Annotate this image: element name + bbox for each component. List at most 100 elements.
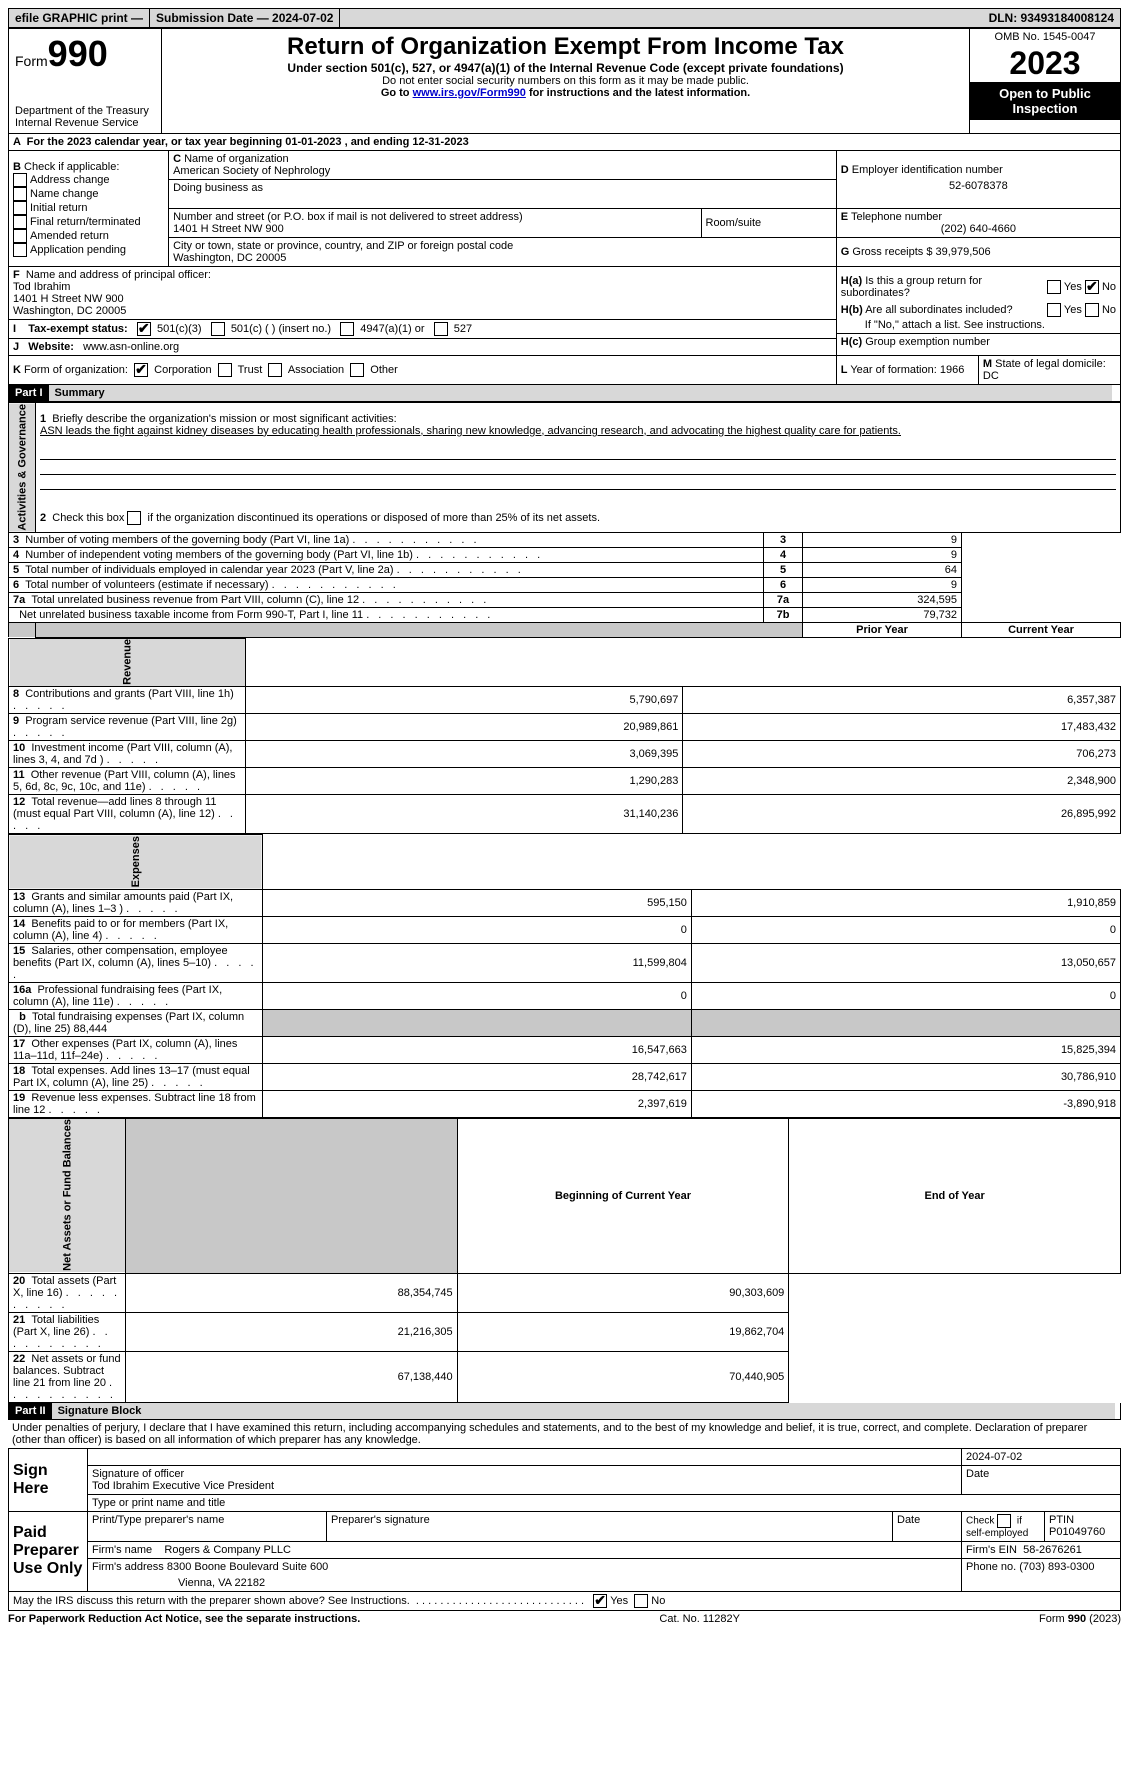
- hc-label: Group exemption number: [865, 336, 990, 348]
- summary-row: 20 Total assets (Part X, line 16) . . . …: [9, 1273, 1121, 1312]
- summary-row: 12 Total revenue—add lines 8 through 11 …: [9, 795, 1121, 834]
- summary-row: 14 Benefits paid to or for members (Part…: [9, 916, 1121, 943]
- cb-name-change[interactable]: [13, 187, 27, 201]
- form-number: 990: [48, 33, 108, 74]
- cb-discontinued[interactable]: [127, 511, 141, 525]
- cb-501c[interactable]: [211, 322, 225, 336]
- city-label: City or town, state or province, country…: [173, 240, 513, 252]
- hb-note: If "No," attach a list. See instructions…: [837, 319, 1120, 334]
- summary-table: Activities & Governance 1 Briefly descri…: [8, 402, 1121, 638]
- cb-527[interactable]: [434, 322, 448, 336]
- street-label: Number and street (or P.O. box if mail i…: [173, 211, 523, 223]
- open-public: Open to Public Inspection: [970, 82, 1120, 120]
- phone-label: Telephone number: [851, 211, 942, 223]
- cb-other[interactable]: [350, 363, 364, 377]
- officer-label: Name and address of principal officer:: [26, 269, 211, 281]
- tax-status-label: Tax-exempt status:: [28, 323, 127, 335]
- cb-hb-yes[interactable]: [1047, 303, 1061, 317]
- paid-preparer: Paid Preparer Use Only: [9, 1511, 88, 1591]
- summary-row: 4 Number of independent voting members o…: [9, 547, 1121, 562]
- org-name: American Society of Nephrology: [173, 165, 330, 177]
- cb-ha-yes[interactable]: [1047, 280, 1061, 294]
- gross-value: 39,979,506: [936, 246, 991, 258]
- cb-ha-no[interactable]: [1085, 280, 1099, 294]
- cb-4947[interactable]: [340, 322, 354, 336]
- firm-ein: 58-2676261: [1023, 1544, 1082, 1556]
- q1: Briefly describe the organization's miss…: [52, 413, 396, 425]
- perjury-statement: Under penalties of perjury, I declare th…: [8, 1420, 1121, 1448]
- info-table: B Check if applicable: Address change Na…: [8, 150, 1121, 385]
- col-current: Current Year: [962, 622, 1121, 637]
- summary-row: 19 Revenue less expenses. Subtract line …: [9, 1090, 1121, 1117]
- subtitle-1: Under section 501(c), 527, or 4947(a)(1)…: [168, 61, 963, 75]
- discuss-row: May the IRS discuss this return with the…: [8, 1592, 1121, 1611]
- header-table: Form990 Department of the Treasury Inter…: [8, 28, 1121, 134]
- summary-row: 8 Contributions and grants (Part VIII, l…: [9, 687, 1121, 714]
- sig-officer-label: Signature of officer: [92, 1468, 184, 1480]
- vlabel-exp: Expenses: [9, 835, 263, 889]
- summary-row: 21 Total liabilities (Part X, line 26) .…: [9, 1312, 1121, 1351]
- city-value: Washington, DC 20005: [173, 252, 286, 264]
- prep-name-label: Print/Type preparer's name: [88, 1511, 327, 1541]
- ptin-label: PTIN: [1049, 1514, 1074, 1526]
- irs-link[interactable]: www.irs.gov/Form990: [413, 87, 526, 99]
- signature-table: Sign Here 2024-07-02 Signature of office…: [8, 1448, 1121, 1592]
- firm-addr1: 8300 Boone Boulevard Suite 600: [167, 1561, 328, 1573]
- website-label: Website:: [28, 341, 74, 353]
- col-prior: Prior Year: [803, 622, 962, 637]
- cb-corp[interactable]: [134, 363, 148, 377]
- summary-row: 16a Professional fundraising fees (Part …: [9, 982, 1121, 1009]
- summary-row: 10 Investment income (Part VIII, column …: [9, 741, 1121, 768]
- firm-addr2: Vienna, VA 22182: [88, 1575, 962, 1592]
- room-label: Room/suite: [706, 217, 762, 229]
- officer-name: Tod Ibrahim: [13, 281, 70, 293]
- cb-trust[interactable]: [218, 363, 232, 377]
- year-formation-label: Year of formation:: [850, 364, 936, 376]
- cb-amended[interactable]: [13, 229, 27, 243]
- part1-header: Part ISummary: [8, 385, 1121, 402]
- cb-501c3[interactable]: [137, 322, 151, 336]
- omb-number: OMB No. 1545-0047: [970, 29, 1120, 45]
- cb-hb-no[interactable]: [1085, 303, 1099, 317]
- section-a: A For the 2023 calendar year, or tax yea…: [8, 134, 1121, 150]
- summary-row: 18 Total expenses. Add lines 13–17 (must…: [9, 1063, 1121, 1090]
- col-beginning: Beginning of Current Year: [457, 1118, 789, 1273]
- cb-final-return[interactable]: [13, 215, 27, 229]
- cb-initial-return[interactable]: [13, 201, 27, 215]
- netassets-table: Net Assets or Fund Balances Beginning of…: [8, 1118, 1121, 1403]
- cb-app-pending[interactable]: [13, 243, 27, 257]
- dba-label: Doing business as: [173, 182, 263, 194]
- sig-date: 2024-07-02: [962, 1448, 1121, 1465]
- firm-phone: (703) 893-0300: [1019, 1561, 1094, 1573]
- officer-sig-name: Tod Ibrahim Executive Vice President: [92, 1480, 274, 1492]
- cb-address-change[interactable]: [13, 173, 27, 187]
- sign-here: Sign Here: [9, 1448, 88, 1511]
- firm-addr-label: Firm's address: [92, 1561, 164, 1573]
- summary-row: 9 Program service revenue (Part VIII, li…: [9, 714, 1121, 741]
- phone-no-label: Phone no.: [966, 1561, 1016, 1573]
- form-org-label: Form of organization:: [24, 364, 128, 376]
- ptin-value: P01049760: [1049, 1526, 1105, 1538]
- summary-row: 17 Other expenses (Part IX, column (A), …: [9, 1036, 1121, 1063]
- date-label: Date: [893, 1511, 962, 1541]
- tax-year: 2023: [970, 45, 1120, 82]
- col-end: End of Year: [789, 1118, 1121, 1273]
- cb-assoc[interactable]: [268, 363, 282, 377]
- gross-label: Gross receipts $: [852, 246, 932, 258]
- domicile: DC: [983, 370, 999, 382]
- cb-self-employed[interactable]: [997, 1514, 1011, 1528]
- website-value: www.asn-online.org: [83, 341, 179, 353]
- summary-row: b Total fundraising expenses (Part IX, c…: [9, 1009, 1121, 1036]
- vlabel-net: Net Assets or Fund Balances: [9, 1118, 126, 1273]
- dln: DLN: 93493184008124: [983, 9, 1120, 27]
- hb-label: Are all subordinates included?: [865, 304, 1012, 316]
- cb-discuss-no[interactable]: [634, 1594, 648, 1608]
- firm-name-label: Firm's name: [92, 1544, 152, 1556]
- expense-table: Expenses 13 Grants and similar amounts p…: [8, 834, 1121, 1117]
- cb-discuss-yes[interactable]: [593, 1594, 607, 1608]
- q2: Check this box if the organization disco…: [52, 512, 600, 524]
- summary-row: Net unrelated business taxable income fr…: [9, 607, 1121, 622]
- top-bar: efile GRAPHIC print — Submission Date — …: [8, 8, 1121, 28]
- summary-row: 13 Grants and similar amounts paid (Part…: [9, 889, 1121, 916]
- summary-row: 6 Total number of volunteers (estimate i…: [9, 577, 1121, 592]
